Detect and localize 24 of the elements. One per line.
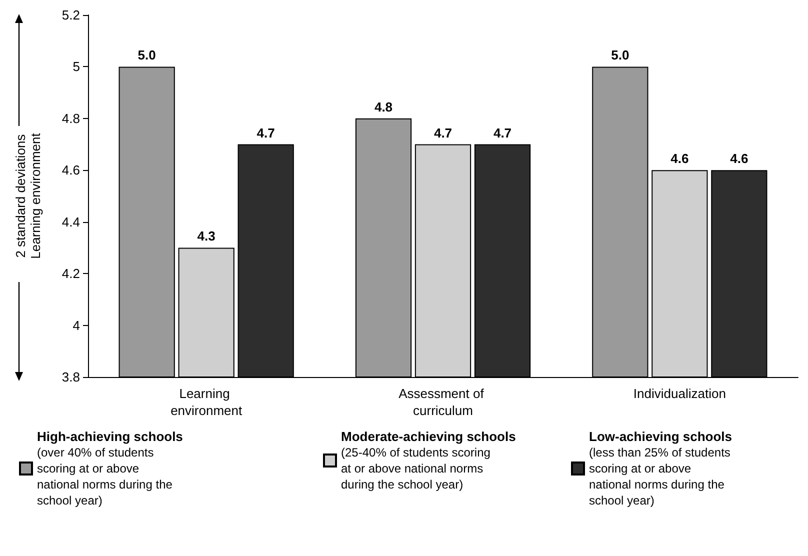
y-tick-label: 4.4 bbox=[62, 214, 80, 230]
y-tick-label: 3.8 bbox=[62, 370, 80, 384]
y-axis-title: 2 standard deviations Learning environment bbox=[13, 132, 43, 259]
data-label: 4.7 bbox=[493, 125, 512, 140]
data-label: 4.6 bbox=[730, 151, 748, 166]
x-tick-label: Learning environment bbox=[170, 386, 242, 418]
y-tick-label: 4.8 bbox=[62, 110, 80, 126]
x-tick-label: Assessment of curriculum bbox=[398, 386, 488, 418]
legend-label: High-achieving schools (over 40% of students scoring at or above national norms during the school year) bbox=[37, 429, 183, 508]
data-label: 4.8 bbox=[374, 99, 393, 114]
data-label: 5.0 bbox=[611, 48, 630, 63]
y-tick-label: 4.2 bbox=[62, 266, 80, 282]
legend-label: Moderate-achieving schools (25-40% of students scoring at or above national norms during the school year) bbox=[341, 429, 516, 492]
data-label: 4.7 bbox=[256, 125, 275, 140]
data-label: 5.0 bbox=[138, 48, 156, 63]
y-tick-label: 5.2 bbox=[62, 8, 80, 22]
data-label: 4.7 bbox=[434, 125, 452, 140]
data-label: 4.6 bbox=[670, 151, 689, 166]
y-tick-label: 4.6 bbox=[62, 162, 80, 178]
y-tick-label: 5 bbox=[72, 59, 80, 74]
legend-label: Low-achieving schools (less than 25% of students scoring at or above national norms during the school year) bbox=[589, 429, 732, 508]
x-tick-label: Individualization bbox=[633, 386, 726, 401]
y-tick-label: 4 bbox=[72, 318, 80, 333]
data-label: 4.3 bbox=[197, 228, 216, 244]
